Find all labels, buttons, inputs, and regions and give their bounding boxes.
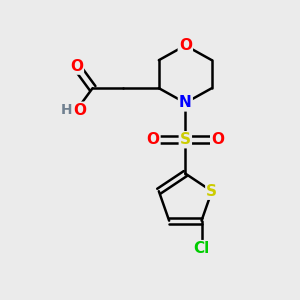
Text: O: O <box>211 132 224 147</box>
Text: O: O <box>73 103 86 118</box>
Text: Cl: Cl <box>194 241 210 256</box>
Text: H: H <box>60 103 72 117</box>
Text: S: S <box>206 184 217 199</box>
Text: O: O <box>70 58 83 74</box>
Text: N: N <box>179 95 192 110</box>
Text: O: O <box>179 38 192 53</box>
Text: O: O <box>146 132 159 147</box>
Text: S: S <box>180 132 191 147</box>
